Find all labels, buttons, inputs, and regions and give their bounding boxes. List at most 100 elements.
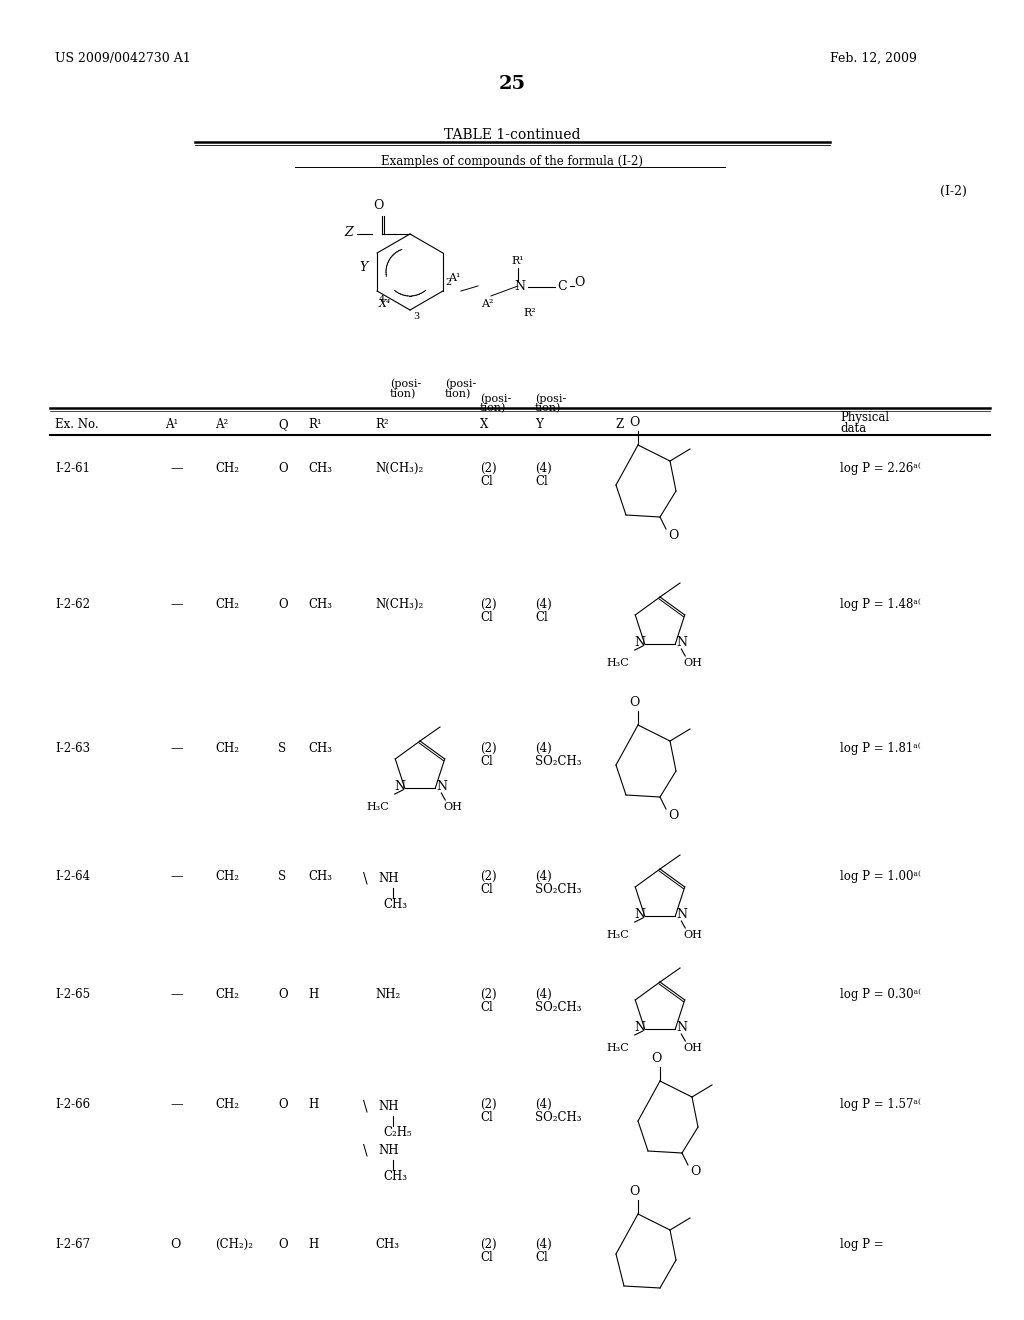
- Text: CH₂: CH₂: [215, 987, 239, 1001]
- Text: OH: OH: [443, 803, 462, 812]
- Text: (4): (4): [535, 598, 552, 611]
- Text: Z: Z: [615, 418, 624, 432]
- Text: NH: NH: [378, 1100, 398, 1113]
- Text: N(CH₃)₂: N(CH₃)₂: [375, 462, 423, 475]
- Text: Cl: Cl: [535, 611, 548, 624]
- Text: A²: A²: [481, 300, 494, 309]
- Text: N: N: [676, 635, 687, 648]
- Text: —: —: [170, 870, 182, 883]
- Text: Ex. No.: Ex. No.: [55, 418, 98, 432]
- Text: H: H: [308, 1098, 318, 1111]
- Text: O: O: [278, 987, 288, 1001]
- Text: Cl: Cl: [480, 755, 493, 768]
- Text: CH₃: CH₃: [383, 1170, 407, 1183]
- Text: CH₃: CH₃: [375, 1238, 399, 1251]
- Text: Cl: Cl: [480, 1001, 493, 1014]
- Text: S: S: [278, 742, 286, 755]
- Text: Cl: Cl: [480, 611, 493, 624]
- Text: O: O: [629, 1185, 639, 1199]
- Text: Cl: Cl: [535, 1251, 548, 1265]
- Text: Cl: Cl: [480, 1251, 493, 1265]
- Text: tion): tion): [390, 389, 417, 400]
- Text: \: \: [362, 1100, 368, 1114]
- Text: CH₂: CH₂: [215, 870, 239, 883]
- Text: (2): (2): [480, 1098, 497, 1111]
- Text: Cl: Cl: [480, 475, 493, 488]
- Text: Examples of compounds of the formula (I-2): Examples of compounds of the formula (I-…: [381, 154, 643, 168]
- Text: Y: Y: [359, 261, 368, 275]
- Text: I-2-62: I-2-62: [55, 598, 90, 611]
- Text: Physical: Physical: [840, 411, 889, 424]
- Text: 25: 25: [499, 75, 525, 92]
- Text: CH₃: CH₃: [308, 870, 332, 883]
- Text: (4): (4): [535, 987, 552, 1001]
- Text: 2: 2: [444, 279, 452, 286]
- Text: N: N: [635, 908, 646, 920]
- Text: log P = 0.30ᵃ⁽: log P = 0.30ᵃ⁽: [840, 987, 922, 1001]
- Text: N: N: [436, 780, 447, 792]
- Text: N: N: [635, 635, 646, 648]
- Text: data: data: [840, 422, 866, 436]
- Text: Y: Y: [535, 418, 543, 432]
- Text: —: —: [170, 598, 182, 611]
- Text: (posi-: (posi-: [535, 393, 566, 404]
- Text: O: O: [278, 1238, 288, 1251]
- Text: Cl: Cl: [480, 1111, 493, 1125]
- Text: H: H: [308, 987, 318, 1001]
- Text: —: —: [170, 987, 182, 1001]
- Text: O: O: [278, 462, 288, 475]
- Text: (2): (2): [480, 742, 497, 755]
- Text: O: O: [629, 696, 639, 709]
- Text: OH: OH: [683, 931, 702, 940]
- Text: tion): tion): [535, 403, 561, 413]
- Text: A¹: A¹: [165, 418, 178, 432]
- Text: NH: NH: [378, 1144, 398, 1158]
- Text: H₃C: H₃C: [606, 659, 630, 668]
- Text: \: \: [362, 1144, 368, 1158]
- Text: tion): tion): [445, 389, 471, 400]
- Text: Cl: Cl: [480, 883, 493, 896]
- Text: I-2-65: I-2-65: [55, 987, 90, 1001]
- Text: —: —: [170, 742, 182, 755]
- Text: O: O: [278, 598, 288, 611]
- Text: CH₃: CH₃: [308, 742, 332, 755]
- Text: (2): (2): [480, 1238, 497, 1251]
- Text: (4): (4): [535, 870, 552, 883]
- Text: N: N: [514, 280, 525, 293]
- Text: O: O: [278, 1098, 288, 1111]
- Text: (2): (2): [480, 870, 497, 883]
- Text: I-2-66: I-2-66: [55, 1098, 90, 1111]
- Text: R¹: R¹: [308, 418, 322, 432]
- Text: log P =: log P =: [840, 1238, 884, 1251]
- Text: log P = 1.00ᵃ⁽: log P = 1.00ᵃ⁽: [840, 870, 921, 883]
- Text: NH₂: NH₂: [375, 987, 400, 1001]
- Text: (I-2): (I-2): [940, 185, 967, 198]
- Text: O: O: [651, 1052, 662, 1065]
- Text: CH₂: CH₂: [215, 1098, 239, 1111]
- Text: C: C: [557, 280, 566, 293]
- Text: N: N: [635, 1020, 646, 1034]
- Text: TABLE 1-continued: TABLE 1-continued: [443, 128, 581, 143]
- Text: X: X: [480, 418, 488, 432]
- Text: (4): (4): [535, 742, 552, 755]
- Text: US 2009/0042730 A1: US 2009/0042730 A1: [55, 51, 190, 65]
- Text: CH₃: CH₃: [308, 598, 332, 611]
- Text: O: O: [668, 529, 678, 543]
- Text: R¹: R¹: [512, 256, 524, 267]
- Text: H₃C: H₃C: [606, 931, 630, 940]
- Text: I-2-67: I-2-67: [55, 1238, 90, 1251]
- Text: (4): (4): [535, 1238, 552, 1251]
- Text: CH₃: CH₃: [383, 898, 407, 911]
- Text: log P = 1.57ᵃ⁽: log P = 1.57ᵃ⁽: [840, 1098, 921, 1111]
- Text: Z: Z: [344, 226, 352, 239]
- Text: —: —: [170, 462, 182, 475]
- Text: N: N: [676, 1020, 687, 1034]
- Text: (4): (4): [535, 462, 552, 475]
- Text: H₃C: H₃C: [606, 1043, 630, 1053]
- Text: R²: R²: [523, 308, 536, 318]
- Text: A¹: A¹: [447, 273, 460, 282]
- Text: H₃C: H₃C: [367, 803, 389, 812]
- Text: (CH₂)₂: (CH₂)₂: [215, 1238, 253, 1251]
- Text: log P = 1.81ᵃ⁽: log P = 1.81ᵃ⁽: [840, 742, 921, 755]
- Text: OH: OH: [683, 1043, 702, 1053]
